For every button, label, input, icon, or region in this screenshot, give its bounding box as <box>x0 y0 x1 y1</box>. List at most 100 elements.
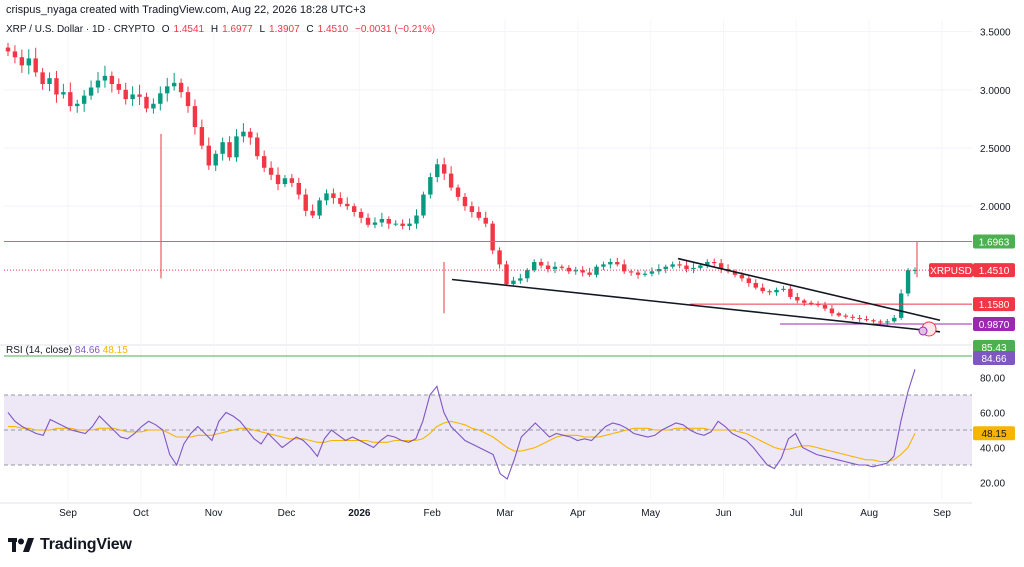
tradingview-logo[interactable]: TradingView <box>8 536 132 554</box>
candle-body <box>573 270 578 272</box>
candle-body <box>331 193 336 199</box>
candle-body <box>261 156 267 168</box>
candle-body <box>268 167 274 175</box>
low-value: 1.3907 <box>269 24 300 35</box>
change-value: −0.0031 (−0.21%) <box>355 24 436 35</box>
close-label: C <box>306 24 314 35</box>
candle-body <box>137 94 142 97</box>
candle-body <box>892 317 897 322</box>
candle-body <box>5 47 11 52</box>
candle-body <box>829 308 835 314</box>
candle-body <box>12 51 18 58</box>
rsi-info-bar: RSI (14, close) 84.66 48.15 <box>6 345 128 356</box>
candle-body <box>241 131 246 137</box>
candle-body <box>746 278 752 283</box>
high-value: 1.6977 <box>222 24 253 35</box>
candle-body <box>808 302 814 304</box>
candle-body <box>317 200 322 216</box>
x-tick-label: Feb <box>424 508 442 519</box>
candle-body <box>718 263 724 270</box>
candle-body <box>594 266 599 275</box>
rsi-tick-label: 80.00 <box>980 374 1005 385</box>
candle-body <box>836 313 842 316</box>
candle-body <box>663 266 668 270</box>
candle-body <box>531 262 537 271</box>
candle-body <box>47 78 52 84</box>
support-price-label: 0.9870 <box>979 320 1010 331</box>
candle-body <box>26 58 31 66</box>
x-tick-label: 2026 <box>348 508 371 519</box>
candle-body <box>753 282 758 288</box>
rsi-tick-label: 60.00 <box>980 409 1005 420</box>
symbol-name[interactable]: XRP / U.S. Dollar · 1D · CRYPTO <box>6 24 155 35</box>
candle-body <box>622 264 627 272</box>
low-label: L <box>259 24 266 35</box>
candle-body <box>61 92 66 95</box>
candle-body <box>345 203 350 207</box>
candle-body <box>435 164 440 178</box>
candle-body <box>68 92 73 107</box>
candle-body <box>822 305 828 309</box>
candle-body <box>40 72 45 84</box>
candle-body <box>538 262 544 266</box>
x-tick-label: Sep <box>933 508 951 519</box>
candle-body <box>178 82 184 93</box>
open-value: 1.4541 <box>173 24 205 35</box>
rsi-ma-value: 48.15 <box>102 345 128 356</box>
candle-body <box>358 212 364 218</box>
candle-body <box>677 264 682 266</box>
candle-body <box>469 206 475 212</box>
y-tick-label: 2.5000 <box>980 144 1011 155</box>
candle-body <box>518 278 523 281</box>
candle-body <box>739 274 745 279</box>
support-price-label-bg <box>973 297 1015 312</box>
x-tick-label: Jun <box>715 508 731 519</box>
candle-body <box>372 222 378 225</box>
candle-body <box>608 262 613 265</box>
candle-body <box>885 321 890 323</box>
resistance-price-label-bg <box>973 234 1015 249</box>
candle-body <box>587 272 592 275</box>
candle-body <box>712 262 717 264</box>
candle-body <box>365 217 371 225</box>
rsi-last-label-bg <box>973 351 1015 365</box>
candle-body <box>171 82 177 87</box>
tradingview-logo-icon <box>8 538 34 552</box>
attribution-text: crispus_nyaga created with TradingView.c… <box>6 4 366 16</box>
candle-body <box>213 153 218 166</box>
x-tick-label: Nov <box>205 508 223 519</box>
candle-body <box>670 264 675 267</box>
x-tick-label: Mar <box>496 508 514 519</box>
rsi-tick-label: 20.00 <box>980 479 1005 490</box>
candle-body <box>871 320 876 322</box>
candle-body <box>116 84 121 90</box>
wedge-upper-trendline <box>677 257 941 321</box>
tradingview-logo-text: TradingView <box>40 536 132 553</box>
candle-body <box>905 270 911 294</box>
symbol-info-bar: XRP / U.S. Dollar · 1D · CRYPTO O 1.4541 … <box>6 24 439 35</box>
candle-body <box>151 103 156 109</box>
candle-body <box>95 80 101 88</box>
candle-body <box>850 316 855 318</box>
x-tick-label: Dec <box>278 508 296 519</box>
candle-body <box>338 198 343 204</box>
resistance-price-label: 1.6963 <box>979 238 1010 249</box>
close-value: 1.4510 <box>317 24 349 35</box>
candle-body <box>199 127 205 146</box>
candle-body <box>33 58 38 73</box>
candle-body <box>282 178 288 185</box>
candle-body <box>234 136 239 158</box>
rsi-indicator-name[interactable]: RSI (14, close) <box>6 345 73 356</box>
candle-body <box>691 267 696 270</box>
y-tick-label: 3.0000 <box>980 86 1011 97</box>
candle-body <box>144 96 149 109</box>
candle-body <box>511 280 516 285</box>
x-tick-label: Oct <box>133 508 149 519</box>
rsi-ma-series-line <box>8 420 916 463</box>
y-tick-label: 2.0000 <box>980 202 1011 213</box>
candle-body <box>310 210 315 216</box>
candle-body <box>455 187 461 197</box>
candle-body <box>81 95 87 104</box>
candle-body <box>559 266 565 268</box>
